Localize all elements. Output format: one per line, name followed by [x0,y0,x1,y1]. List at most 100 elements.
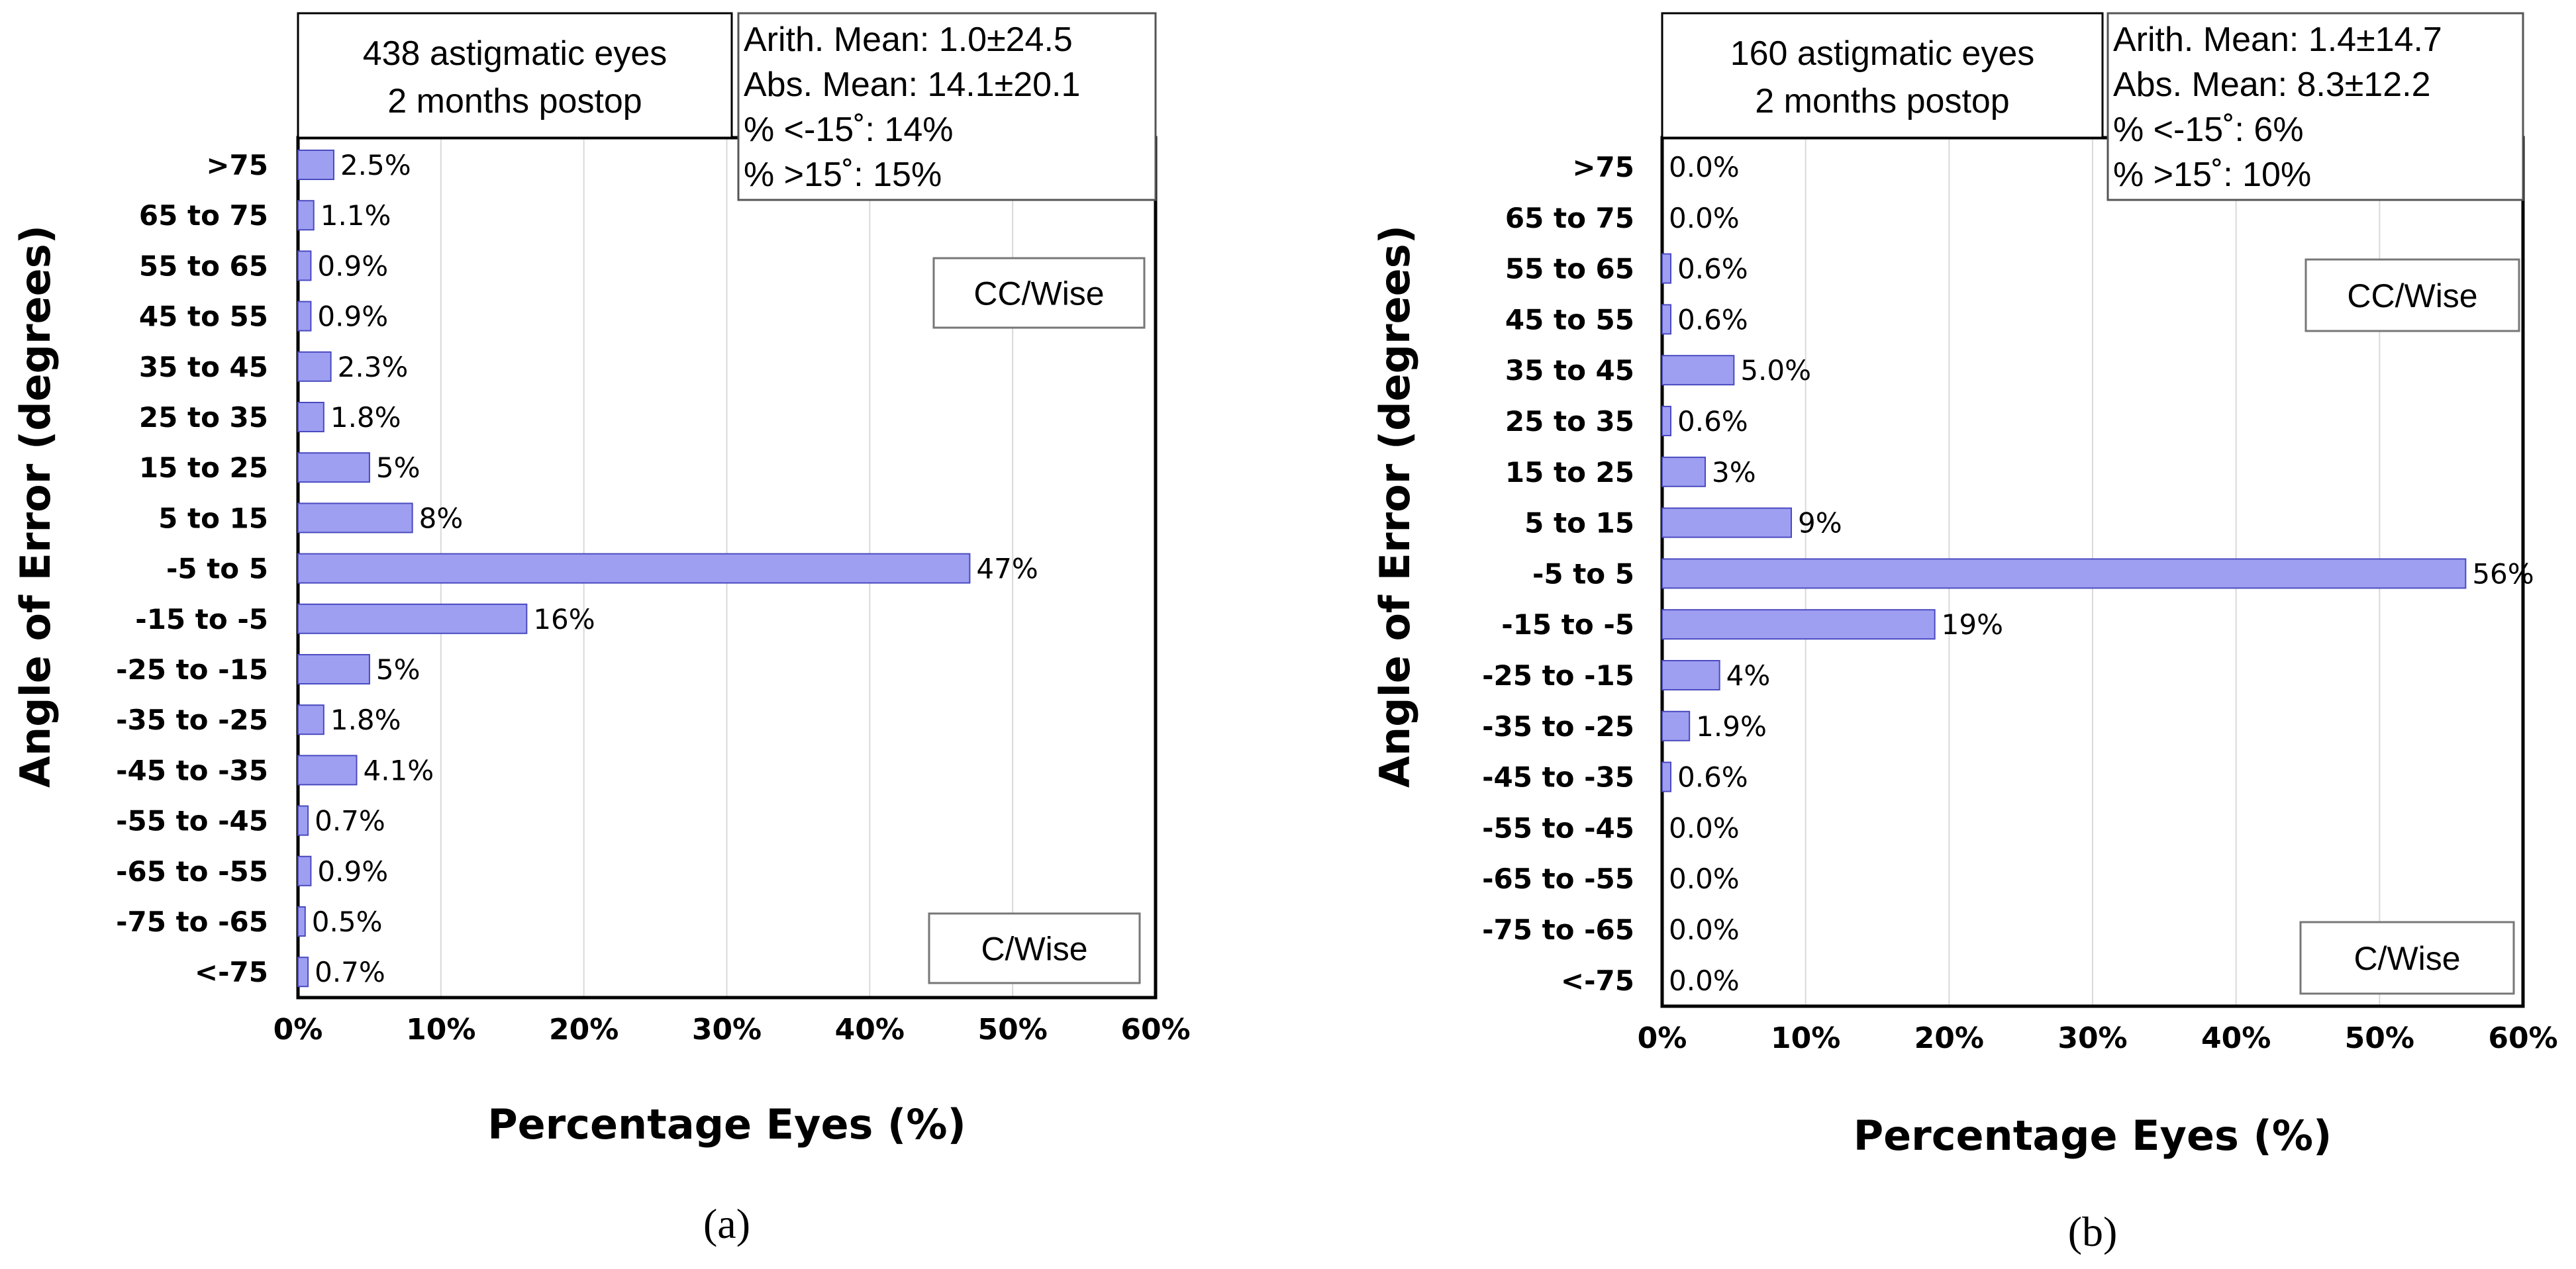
title-box [297,12,733,139]
bar [1661,304,1671,335]
data-label: 0.7% [315,956,385,988]
stats-line: % <-15˚: 14% [744,111,954,149]
cc-wise-box [2304,258,2520,332]
category-label: -5 to 5 [166,553,268,585]
title-line: 438 astigmatic eyes [363,34,668,73]
category-label: 55 to 65 [1505,253,1634,285]
x-tick-label: 60% [2488,1021,2557,1055]
bar [1661,456,1706,487]
data-label: 0.6% [1677,303,1748,336]
category-label: 15 to 25 [1505,456,1634,489]
stats-line: Abs. Mean: 8.3±12.2 [2113,66,2431,104]
category-label: 35 to 45 [139,351,268,383]
bar [297,452,370,483]
x-tick-label: 30% [692,1013,762,1047]
data-label: 0.9% [317,250,388,282]
x-tick-label: 40% [835,1013,905,1047]
bar [297,553,971,584]
bar [297,957,309,988]
category-label: -5 to 5 [1532,557,1634,590]
y-axis-label: Angle of Error (degrees) [1371,225,1419,788]
x-tick-label: 0% [1638,1021,1687,1055]
category-label: 25 to 35 [1505,405,1634,438]
data-label: 1.8% [330,704,401,736]
stats-line: Arith. Mean: 1.0±24.5 [744,21,1073,59]
category-label: 45 to 55 [1505,303,1634,336]
data-label: 5% [376,653,421,686]
x-tick-label: 10% [406,1013,475,1047]
category-label: -55 to -45 [1482,812,1634,844]
data-label: 0.9% [317,855,388,888]
bar [1661,253,1671,284]
title-line: 160 astigmatic eyes [1730,34,2035,73]
data-label: 4.1% [363,754,434,786]
cc-wise-label: CC/Wise [2347,277,2477,314]
panel-label: (a) [703,1200,750,1247]
stats-box [2106,12,2524,201]
y-axis-label: Angle of Error (degrees) [11,225,60,788]
data-label: 0.7% [315,805,385,837]
category-label: 55 to 65 [139,250,268,282]
bar [297,502,413,534]
category-label: -65 to -55 [116,855,268,888]
data-label: 2.5% [340,149,411,181]
data-label: 3% [1712,456,1756,489]
category-label: 15 to 25 [139,451,268,484]
data-label: 0.5% [312,906,383,938]
category-label: 25 to 35 [139,401,268,434]
category-label: 65 to 75 [1505,202,1634,234]
stats-line: % >15˚: 15% [744,156,942,194]
category-label: -45 to -35 [1482,761,1634,794]
c-wise-box [928,912,1141,984]
bar [1661,609,1936,640]
x-axis-label: Percentage Eyes (%) [487,1100,966,1149]
bar [297,654,370,684]
category-label: -75 to -65 [1482,914,1634,946]
x-tick-label: 20% [549,1013,619,1047]
panel-a: 2.5% >75 1.1% 65 to 75 0.9% 55 to 65 0.9% 45 to… [11,12,1191,1247]
data-label: 2.3% [338,351,409,383]
data-label: 0.0% [1669,914,1740,946]
category-label: -65 to -55 [1482,863,1634,895]
x-tick-label: 50% [2345,1021,2414,1055]
stats-box [737,12,1157,201]
data-label: 1.8% [330,401,401,434]
stats-line: % >15˚: 10% [2113,156,2311,194]
category-label: -35 to -25 [1482,710,1634,743]
category-label: 45 to 55 [139,301,268,333]
category-label: 5 to 15 [158,502,268,534]
data-label: 0.0% [1669,202,1740,234]
bar [297,150,334,180]
stats-line: Abs. Mean: 14.1±20.1 [744,66,1080,104]
data-label: 1.1% [321,199,391,232]
data-label: 47% [976,553,1038,585]
category-label: >75 [1572,151,1634,183]
c-wise-label: C/Wise [981,931,1087,968]
data-label: 0.6% [1677,761,1748,794]
category-label: -75 to -65 [116,906,268,938]
cc-wise-label: CC/Wise [973,275,1104,312]
data-label: 0.0% [1669,964,1740,997]
c-wise-label: C/Wise [2353,940,2460,977]
x-tick-label: 30% [2057,1021,2127,1055]
stats-line: % <-15˚: 6% [2113,111,2304,149]
c-wise-box [2299,921,2515,995]
title-line: 2 months postop [387,82,642,120]
x-tick-label: 20% [1914,1021,1984,1055]
title-line: 2 months postop [1755,82,2009,120]
bar [297,906,306,937]
data-label: 5.0% [1740,354,1811,387]
category-label: -45 to -35 [116,754,268,786]
category-label: -15 to -5 [1501,608,1634,641]
bar [1661,761,1671,792]
data-label: 0.0% [1669,812,1740,844]
data-label: 0.0% [1669,863,1740,895]
bar [297,805,309,836]
data-label: 9% [1798,507,1842,540]
x-tick-label: 40% [2201,1021,2271,1055]
bar [1661,406,1671,436]
x-axis-label: Percentage Eyes (%) [1854,1111,2332,1160]
title-box [1661,12,2104,139]
category-label: -55 to -45 [116,805,268,837]
